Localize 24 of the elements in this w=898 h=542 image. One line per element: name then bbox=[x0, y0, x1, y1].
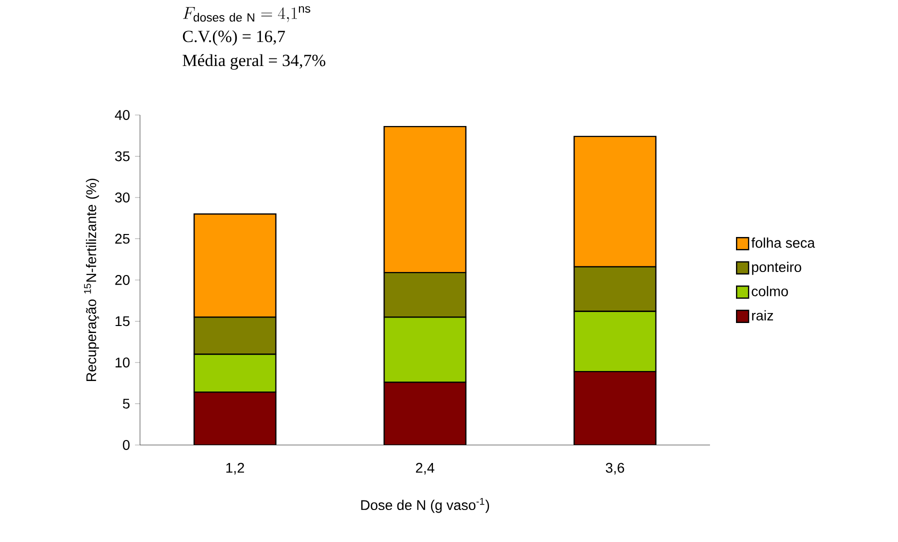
y-tick-label: 15 bbox=[116, 316, 130, 326]
y-tick-label: 35 bbox=[115, 151, 130, 162]
x-tick-label: 2,4 bbox=[416, 462, 434, 474]
text: Média geral = 34,7% bbox=[182, 54, 326, 70]
x-tick-label: 3,6 bbox=[606, 462, 624, 474]
legend-label: ponteiro bbox=[752, 262, 802, 275]
bar bbox=[194, 392, 276, 445]
legend-label: colmo bbox=[752, 286, 788, 296]
y-tick-label: 10 bbox=[116, 358, 130, 368]
x-tick-label: 1,2 bbox=[226, 462, 244, 474]
y-tick-label: 30 bbox=[115, 192, 130, 202]
y-tick-label: 40 bbox=[114, 110, 130, 120]
bar bbox=[574, 370, 656, 445]
legend-label: folha seca bbox=[751, 238, 815, 248]
y-tick-label: 25 bbox=[115, 234, 130, 244]
legend-label: raiz bbox=[752, 310, 774, 321]
bar bbox=[384, 382, 466, 445]
y-tick-label: 5 bbox=[122, 398, 130, 409]
y-tick-label: 20 bbox=[115, 275, 130, 285]
y-axis-title: Recuperação $^{15}$N-fertilizante (%) bbox=[84, 178, 100, 382]
y-tick-label: 0 bbox=[122, 440, 130, 450]
text: C.V.(%) = 16,7 bbox=[182, 30, 285, 46]
x-axis-title: Dose de N (g vaso$^{-1}$) bbox=[361, 498, 490, 513]
text: $F_{\mathrm{doses\ de\ N}} = 4{,}1^{\mathrm{ns}}$ bbox=[183, 6, 310, 22]
